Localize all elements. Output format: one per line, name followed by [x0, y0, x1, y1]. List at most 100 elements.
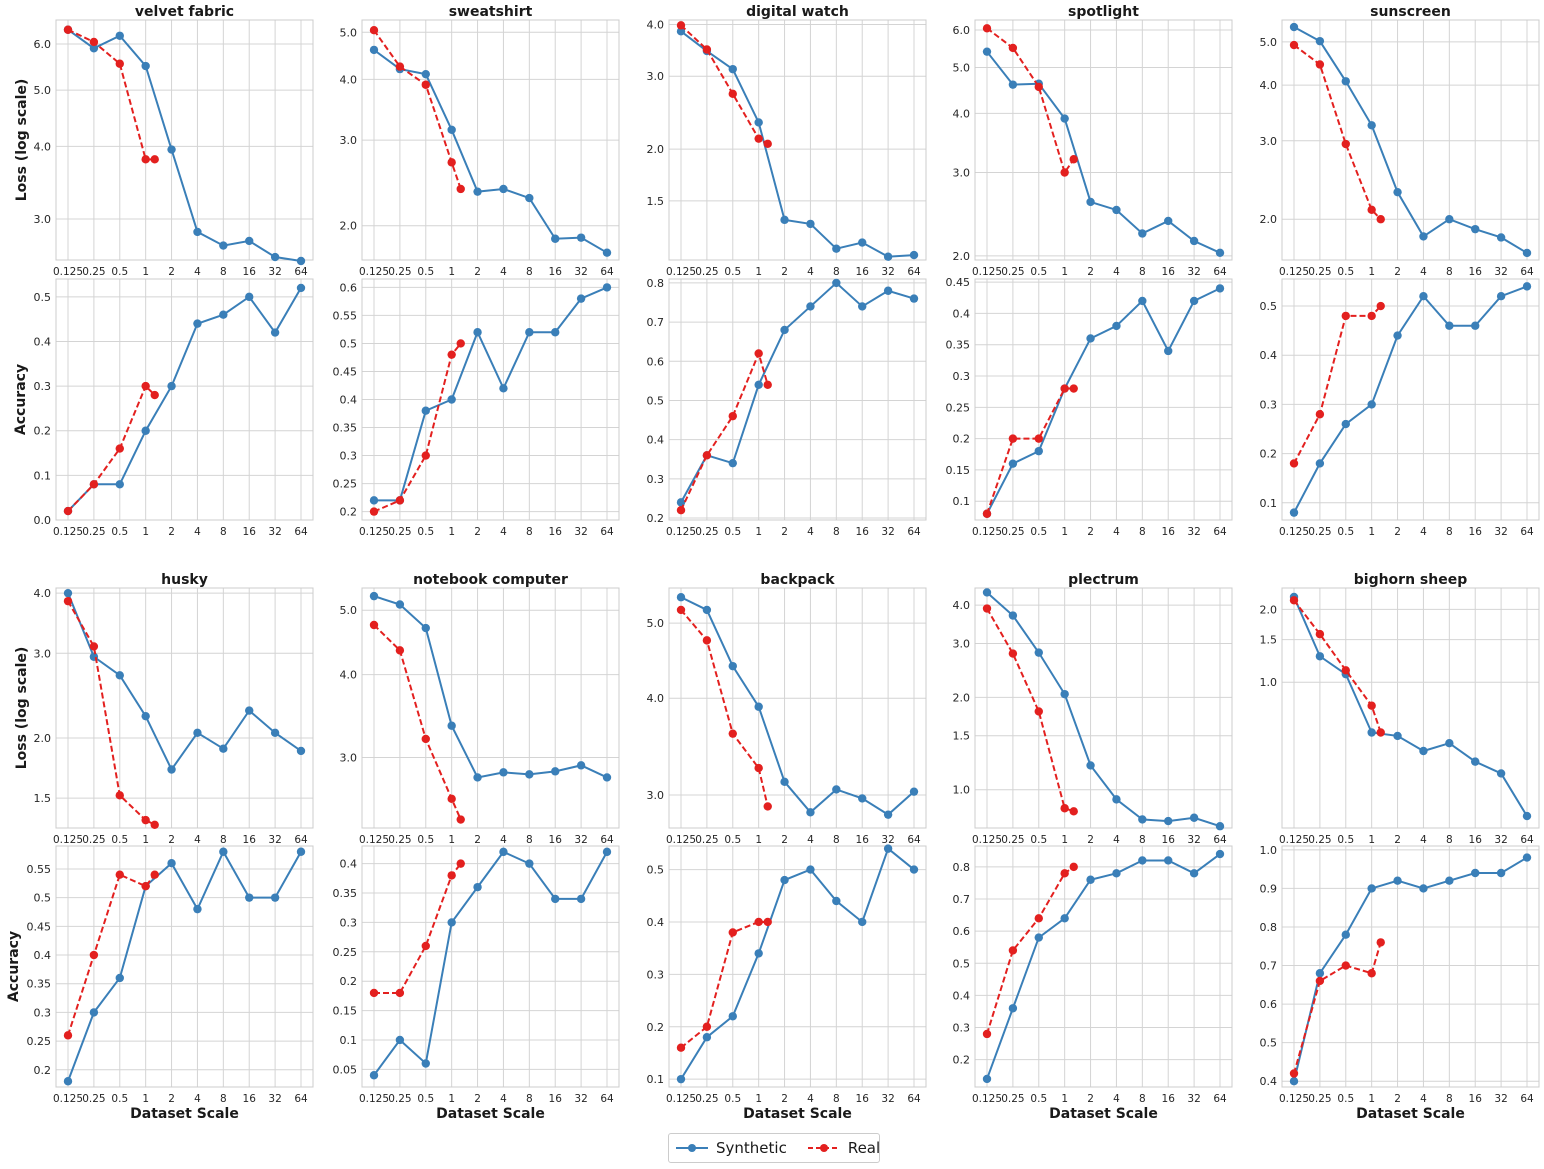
x-tick-label: 8	[220, 834, 227, 846]
x-tick-label: 4	[194, 526, 201, 538]
real-point	[754, 134, 763, 143]
y-tick-label: 0.4	[953, 989, 971, 1002]
y-tick-label: 5.0	[647, 617, 665, 630]
synthetic-line	[67, 287, 302, 512]
real-point	[447, 158, 456, 167]
x-tick-label: 0.5	[417, 266, 434, 278]
panel-notebook-computer-loss: 3.0 4.0 5.0 0.125 0.25 0.5 1 2 4 8 16 32 64 notebook …	[340, 572, 620, 846]
x-tick-label: 0.5	[724, 526, 741, 538]
legend-real: Real	[807, 1139, 880, 1157]
synthetic-point	[1138, 229, 1147, 238]
synthetic-line	[680, 30, 915, 258]
axes-frame	[55, 278, 314, 521]
y-tick-label: 6.0	[34, 38, 52, 51]
y-tick-label: 4.0	[647, 18, 665, 31]
real-point	[63, 25, 73, 34]
synthetic-point	[219, 241, 228, 250]
y-tick-label: 0.1	[1260, 497, 1278, 510]
synthetic-point	[728, 458, 737, 468]
y-tick-label: 4.0	[953, 107, 971, 120]
x-tick-label: 2	[781, 1093, 788, 1105]
x-tick-label: 8	[1139, 834, 1146, 846]
real-point	[676, 506, 686, 515]
y-tick-label: 0.8	[1260, 921, 1278, 934]
x-tick-label: 8	[220, 526, 227, 538]
synthetic-point	[1189, 869, 1199, 878]
x-tick-label: 16	[549, 834, 563, 846]
legend-synthetic-label: Synthetic	[716, 1139, 787, 1157]
synthetic-point	[883, 844, 893, 853]
synthetic-point	[193, 227, 202, 237]
y-tick-label: 0.3	[34, 380, 52, 393]
synthetic-point	[219, 310, 228, 319]
synthetic-point	[1008, 611, 1018, 620]
x-tick-label: 32	[1187, 266, 1200, 278]
x-tick-label: 0.5	[1337, 266, 1354, 278]
real-point	[395, 496, 405, 505]
axes-frame	[1281, 587, 1540, 829]
y-tick-label: 0.0	[34, 514, 52, 527]
synthetic-point	[499, 184, 508, 194]
y-tick-label: 0.9	[1260, 882, 1278, 895]
plot-area	[1282, 846, 1539, 1087]
y-tick-label: 0.4	[34, 949, 52, 962]
real-point	[1367, 969, 1376, 978]
real-point	[702, 451, 712, 460]
y-tick-label: 0.5	[34, 291, 52, 304]
synthetic-point	[421, 406, 430, 415]
y-tick-label: 2.0	[647, 143, 665, 156]
y-tick-label: 0.2	[34, 425, 52, 438]
real-point	[763, 802, 772, 811]
x-tick-label: 0.125	[666, 266, 696, 278]
synthetic-point	[754, 118, 763, 127]
x-tick-label: 64	[1213, 266, 1227, 278]
x-tick-label: 32	[574, 266, 587, 278]
x-tick-label: 2	[168, 526, 175, 538]
synthetic-point	[245, 292, 254, 302]
real-line	[1293, 599, 1382, 733]
x-tick-label: 2	[781, 266, 788, 278]
y-tick-label: 0.6	[340, 281, 358, 294]
synthetic-line	[373, 49, 608, 254]
x-tick-label: 0.125	[359, 834, 389, 846]
x-tick-label: 8	[833, 834, 840, 846]
panel-backpack-loss: 3.0 4.0 5.0 0.125 0.25 0.5 1 2 4 8 16 32 64 backpack	[647, 572, 927, 846]
real-point	[1376, 215, 1385, 224]
real-point	[456, 815, 465, 824]
axes-frame	[55, 845, 314, 1088]
synthetic-point	[525, 328, 534, 337]
x-tick-label: 64	[1213, 834, 1227, 846]
y-tick-label: 5.0	[340, 604, 358, 617]
x-axis-label: Dataset Scale	[743, 1106, 852, 1122]
real-point	[1034, 914, 1043, 923]
plot-area	[975, 20, 1232, 260]
synthetic-point	[1008, 459, 1018, 468]
x-tick-label: 0.5	[724, 266, 741, 278]
real-point	[369, 507, 379, 516]
synthetic-point	[602, 248, 612, 257]
real-point	[754, 763, 763, 773]
x-axis-label: Dataset Scale	[1356, 1106, 1465, 1122]
synthetic-point	[858, 917, 867, 927]
real-point	[141, 881, 150, 891]
y-tick-label: 3.0	[647, 70, 665, 83]
x-tick-label: 4	[1420, 526, 1427, 538]
x-tick-label: 1	[1061, 834, 1068, 846]
y-axis-label: Loss (log scale)	[14, 79, 30, 202]
panel-sunscreen-loss: 2.0 3.0 4.0 5.0 0.125 0.25 0.5 1 2 4 8 16 32 64 sunscr…	[1260, 4, 1540, 278]
y-tick-label: 0.1	[953, 495, 971, 508]
y-tick-label: 5.0	[953, 62, 971, 75]
real-point	[763, 139, 772, 149]
synthetic-point	[1367, 884, 1376, 893]
synthetic-point	[780, 875, 789, 885]
real-point	[1069, 862, 1078, 872]
y-tick-label: 2.0	[953, 691, 971, 704]
real-point	[982, 24, 992, 33]
synthetic-point	[1393, 331, 1402, 340]
real-point	[728, 729, 737, 738]
synthetic-point	[167, 859, 176, 868]
synthetic-point	[369, 1071, 379, 1080]
x-tick-label: 0.125	[1279, 1093, 1309, 1105]
real-point	[456, 339, 465, 348]
y-tick-label: 3.0	[34, 213, 52, 226]
